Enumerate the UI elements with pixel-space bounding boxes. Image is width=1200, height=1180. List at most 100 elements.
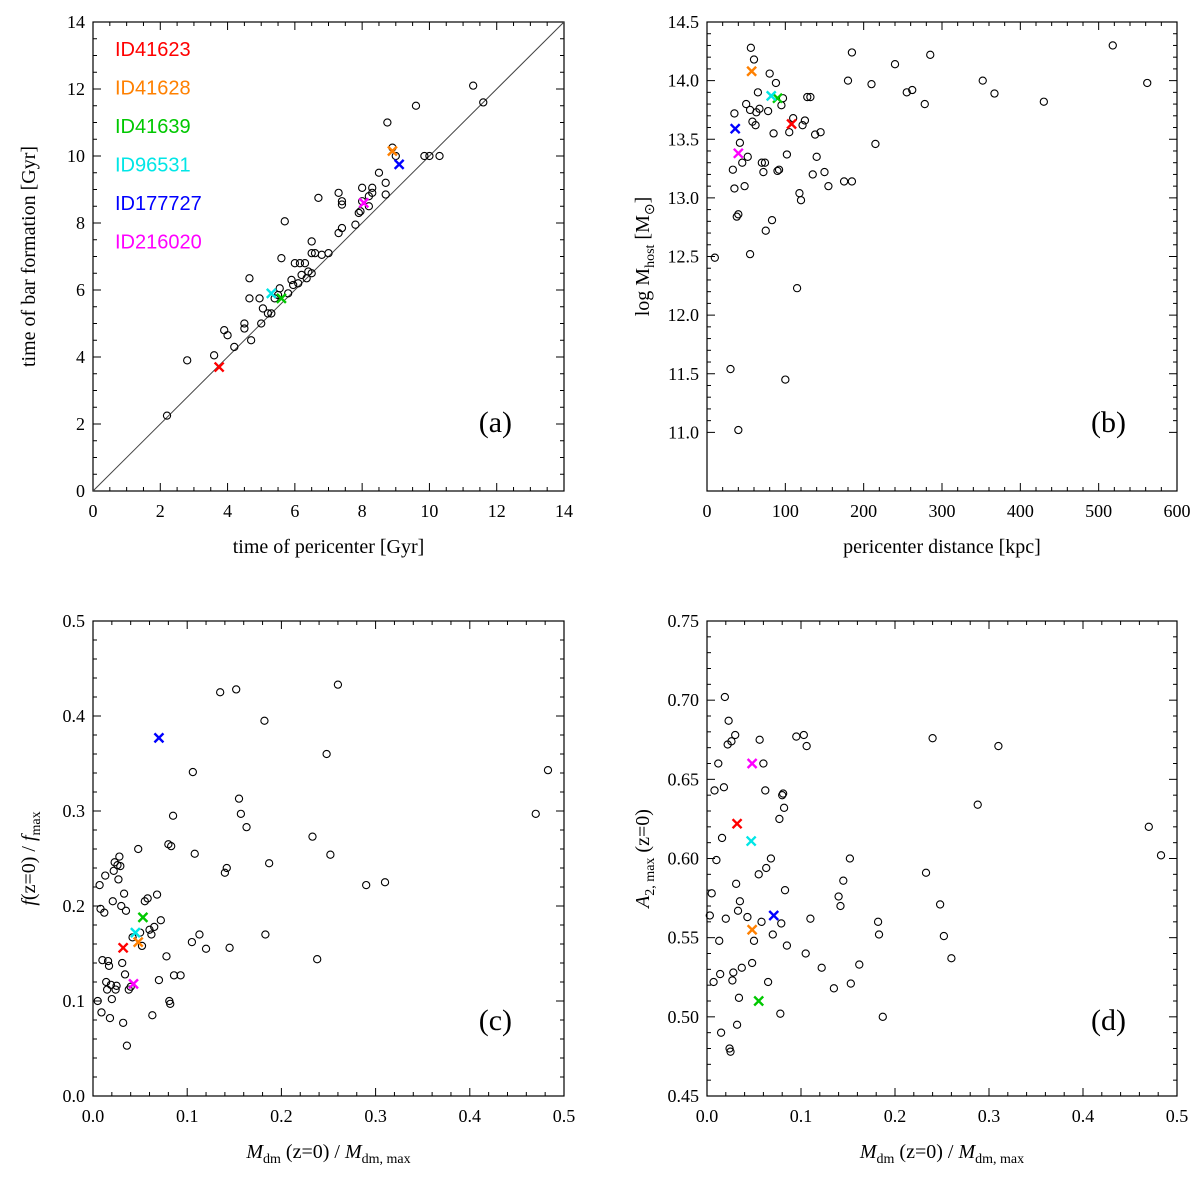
data-point — [743, 912, 752, 922]
x-tick-label: 0.5 — [1166, 1106, 1189, 1126]
data-point — [115, 852, 124, 861]
data-point — [707, 889, 716, 898]
data-point — [531, 809, 540, 818]
data-point — [843, 76, 853, 85]
data-point — [720, 692, 730, 702]
y-axis-label: log Mhost [M⊙] — [632, 197, 658, 317]
data-point — [166, 999, 175, 1008]
data-point — [169, 971, 179, 980]
data-point — [765, 69, 774, 78]
series-id41628 — [746, 65, 757, 77]
data-point — [847, 48, 857, 57]
data-point — [103, 956, 113, 966]
data-point — [324, 248, 333, 258]
data-point — [973, 800, 982, 809]
data-point — [717, 833, 727, 843]
y-tick-label: 0 — [76, 481, 85, 501]
data-point — [731, 730, 740, 740]
highlight-point-id41628 — [746, 924, 758, 936]
x-tick-label: 100 — [772, 501, 799, 521]
data-point — [334, 188, 343, 197]
x-tick-label: 10 — [420, 501, 438, 521]
data-point — [774, 165, 784, 174]
data-point — [307, 248, 316, 258]
data-point — [836, 901, 845, 911]
x-axis-label: pericenter distance [kpc] — [843, 536, 1041, 558]
data-point — [801, 949, 810, 958]
data-point — [746, 43, 756, 52]
data-point — [183, 356, 192, 365]
series-id216020 — [358, 197, 370, 209]
x-tick-label: 0.0 — [696, 1106, 719, 1126]
data-point — [240, 319, 249, 328]
data-point — [356, 207, 365, 216]
data-point — [110, 858, 119, 867]
y-tick-label: 13.5 — [668, 129, 700, 149]
data-point — [242, 823, 251, 832]
x-tick-label: 0.1 — [790, 1106, 813, 1126]
data-point — [994, 741, 1003, 751]
data-point — [734, 210, 743, 219]
data-point — [766, 854, 776, 863]
data-point — [220, 868, 230, 877]
data-point — [773, 166, 782, 176]
data-point — [873, 917, 883, 926]
x-axis-label: Mdm (z=0) / Mdm, max — [245, 1141, 410, 1167]
data-point — [435, 151, 444, 161]
series-id41623 — [213, 361, 225, 373]
x-tick-label: 12 — [488, 501, 506, 521]
data-point — [780, 886, 790, 895]
data-point — [742, 99, 751, 109]
data-point — [761, 786, 770, 795]
data-point — [334, 228, 343, 238]
data-point — [754, 870, 763, 879]
y-tick-label: 4 — [76, 347, 85, 367]
series-id41628 — [746, 924, 758, 936]
highlight-point-id41623 — [786, 118, 797, 130]
legend-entry: ID96531 — [115, 155, 191, 177]
series-id41628 — [132, 936, 144, 948]
series-id41639 — [753, 995, 765, 1007]
x-tick-label: 500 — [1085, 501, 1112, 521]
data-point — [147, 930, 156, 939]
data-point — [368, 188, 377, 197]
data-point — [220, 326, 229, 335]
data-point — [283, 289, 293, 298]
data-point — [874, 930, 884, 939]
y-axis-label: A2, max (z=0) — [632, 809, 658, 910]
highlight-point-id41623 — [117, 942, 129, 954]
data-point — [778, 789, 788, 798]
data-point — [792, 732, 801, 741]
data-point — [245, 274, 254, 283]
data-point — [230, 342, 239, 352]
data-point — [337, 197, 347, 206]
data-point — [150, 922, 159, 932]
data-point — [921, 868, 931, 877]
data-point — [245, 294, 254, 303]
data-point — [908, 85, 917, 95]
data-point — [759, 167, 768, 177]
data-point — [762, 863, 771, 873]
x-tick-label: 0 — [89, 501, 98, 521]
x-tick-label: 0.2 — [884, 1106, 907, 1126]
panel-label: (c) — [479, 1004, 512, 1037]
data-point — [778, 94, 788, 103]
data-point — [337, 200, 347, 209]
data-point — [190, 849, 199, 858]
highlight-point-id177727 — [393, 159, 405, 170]
x-tick-label: 0.5 — [553, 1106, 576, 1126]
legend-entry: ID177727 — [115, 193, 202, 215]
data-point — [105, 1013, 115, 1023]
data-point — [755, 104, 764, 113]
x-tick-label: 400 — [1007, 501, 1034, 521]
data-point — [297, 270, 306, 280]
data-point — [263, 309, 273, 318]
data-point — [738, 158, 747, 167]
y-tick-label: 0.55 — [668, 928, 700, 948]
series-id96531 — [765, 90, 777, 102]
data-point — [337, 223, 347, 233]
data-point — [799, 730, 808, 740]
panel-b: 0 100 200 300 400 500 600 11.0 11.5 12.0 12.5 13.0 1… — [632, 12, 1191, 558]
data-point — [928, 734, 937, 743]
series-id177727 — [768, 910, 780, 921]
